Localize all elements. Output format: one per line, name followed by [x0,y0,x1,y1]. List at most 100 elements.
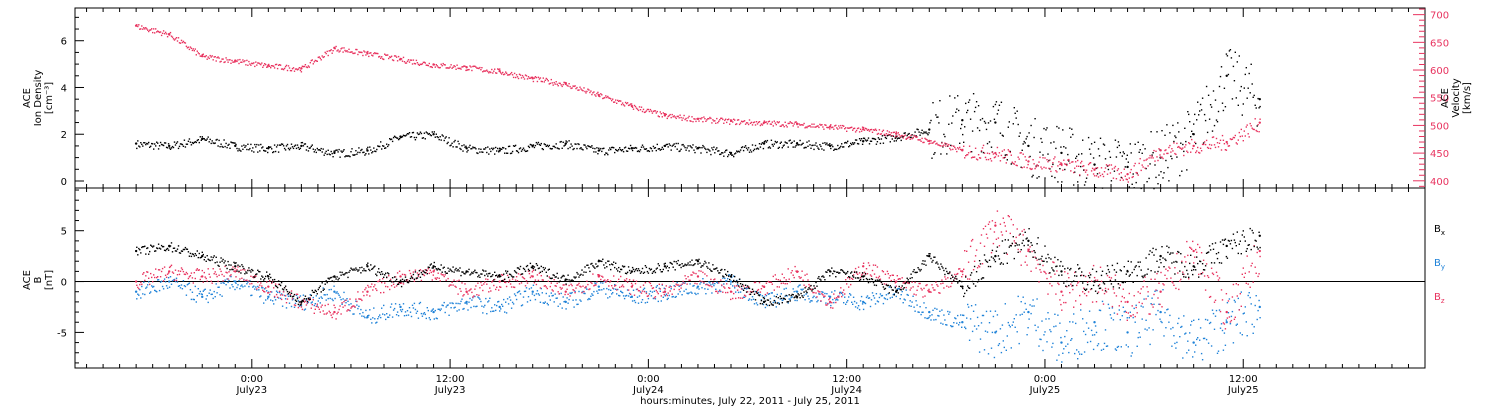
by-series-point [578,291,579,292]
bz-series-point [628,289,629,290]
bz-series-point [399,271,400,272]
velocity-series-point [624,105,625,106]
velocity-series-point [450,64,451,65]
velocity-series-point [1201,150,1202,151]
by-series-point [547,303,548,304]
by-series-point [1126,344,1127,345]
velocity-series-point [206,55,207,56]
ion-density-series-point [1195,143,1196,144]
bz-series-point [550,286,551,287]
velocity-series-point [597,92,598,93]
ion-density-series-point [1108,169,1109,170]
velocity-series-data-point [565,83,567,85]
by-series-point [593,291,594,292]
by-series-point [803,295,804,296]
ion-density-series-point [259,150,260,151]
by-series-point [974,325,975,326]
velocity-series-point [1124,169,1125,170]
ion-density-series-point [608,149,609,150]
velocity-series-point [621,104,622,105]
ion-density-series-point [549,145,550,146]
by-series-point [158,279,159,280]
bz-series-point [221,274,222,275]
ion-density-series-point [988,122,989,123]
ion-density-series-point [880,143,881,144]
bz-series-point [729,288,730,289]
ion-density-series-point [1255,105,1256,106]
bz-series-point [459,288,460,289]
by-series-point [1062,353,1063,354]
bz-series-point [273,287,274,288]
ion-density-series-point [961,124,962,125]
velocity-series-point [409,61,410,62]
ion-density-series-point [415,139,416,140]
velocity-series-point [631,103,632,104]
bz-series-point [368,286,369,287]
ion-density-series-point [273,151,274,152]
velocity-series-point [1087,174,1088,175]
bz-series-point [428,268,429,269]
velocity-series-point [611,100,612,101]
velocity-series-point [818,127,819,128]
ion-density-series-point [274,144,275,145]
ion-density-series-point [1000,133,1001,134]
by-series-point [676,296,677,297]
velocity-series-point [1044,157,1045,158]
ion-density-series-point [494,153,495,154]
ion-density-series-point [678,143,679,144]
by-series-point [654,291,655,292]
velocity-series-data-point [1093,169,1095,171]
by-series-point [869,297,870,298]
velocity-series-point [449,66,450,67]
bz-series-point [691,274,692,275]
by-series-point [678,293,679,294]
bz-series-point [562,287,563,288]
ion-density-series-point [944,136,945,137]
velocity-series-point [263,65,264,66]
ion-density-series-point [909,133,910,134]
bz-series-point [1126,312,1127,313]
bz-series-point [740,297,741,298]
bz-series-point [136,285,137,286]
bz-series-point [526,280,527,281]
by-series-point [328,298,329,299]
ion-density-series-point [937,116,938,117]
velocity-series-point [273,66,274,67]
by-series-point [467,309,468,310]
ion-density-series-point [1132,184,1133,185]
by-series-point [1233,342,1234,343]
velocity-series-point [748,124,749,125]
bz-series-point [741,288,742,289]
bz-series-point [586,281,587,282]
by-series-point [1088,328,1089,329]
by-series-point [819,294,820,295]
by-series-point [1149,344,1150,345]
velocity-series-point [1133,176,1134,177]
by-series-point [1114,312,1115,313]
velocity-series-point [1125,176,1126,177]
bz-series-point [1124,297,1125,298]
bz-series-point [685,278,686,279]
bz-series-point [902,277,903,278]
ion-density-series-point [753,150,754,151]
velocity-series-point [164,33,165,34]
by-series-point [641,302,642,303]
bz-series-point [493,285,494,286]
by-series-point [1024,312,1025,313]
bz-series-point [838,297,839,298]
ion-density-series-point [722,152,723,153]
bz-series-point [777,286,778,287]
velocity-series-point [356,49,357,50]
by-series-point [321,296,322,297]
ion-density-series-point [1186,169,1187,170]
velocity-series-point [855,131,856,132]
ion-density-series-data-point [763,142,765,144]
by-series-point [1021,301,1022,302]
ion-density-series-point [651,148,652,149]
by-series-point [191,299,192,300]
ion-density-series-point [140,142,141,143]
by-series-point [461,299,462,300]
bz-series-point [496,287,497,288]
ion-density-series-point [316,152,317,153]
by-series-point [603,288,604,289]
